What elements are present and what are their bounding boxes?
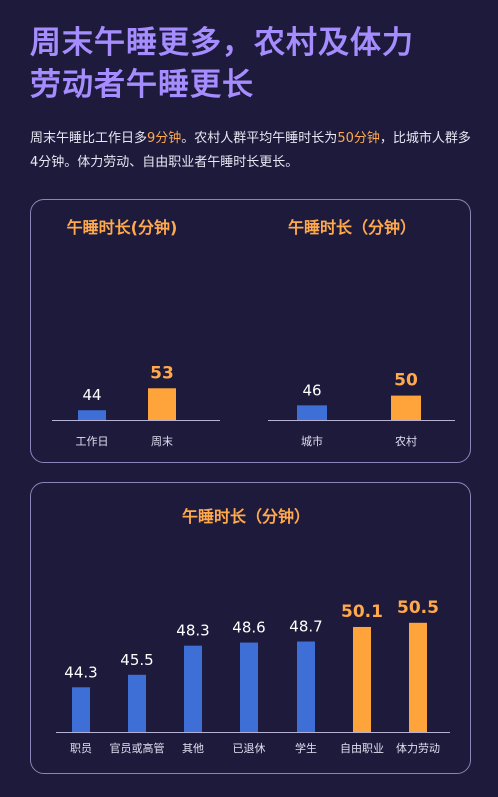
chart-title-0: 午睡时长(分钟) — [67, 218, 178, 237]
tick-label-2-1: 官员或高管 — [110, 741, 165, 755]
data-label-1-0: 46 — [302, 381, 321, 399]
bar-2-4 — [297, 641, 315, 732]
occupation-chart-panel — [30, 482, 471, 774]
tick-label-2-0: 职员 — [70, 742, 92, 755]
data-label-2-2: 48.3 — [176, 622, 209, 640]
chart-title-2: 午睡时长（分钟） — [182, 507, 310, 526]
desc-part-1: 周末午睡比工作日多 — [30, 131, 148, 146]
tick-label-1-0: 城市 — [301, 434, 323, 448]
bar-2-1 — [128, 674, 146, 732]
top-charts-panel — [30, 199, 471, 463]
description: 周末午睡比工作日多9分钟。农村人群平均午睡时长为50分钟，比城市人群多4分钟。体… — [30, 127, 475, 175]
bar-2-3 — [240, 642, 258, 732]
data-label-2-4: 48.7 — [289, 618, 322, 636]
data-label-0-1: 53 — [150, 363, 174, 383]
tick-label-1-1: 农村 — [395, 434, 417, 448]
title-line-1: 周末午睡更多，农村及体力 — [30, 25, 414, 61]
tick-label-2-2: 其他 — [182, 742, 204, 755]
data-label-2-1: 45.5 — [120, 651, 153, 669]
desc-part-2: 。农村人群平均午睡时长为 — [181, 131, 338, 146]
bar-1-0 — [297, 405, 327, 420]
desc-value-1: 9分钟 — [147, 131, 182, 146]
tick-label-0-0: 工作日 — [76, 435, 109, 448]
page-title: 周末午睡更多，农村及体力 劳动者午睡更长 — [30, 22, 470, 106]
bar-0-1 — [148, 388, 176, 420]
bar-1-1 — [391, 395, 421, 420]
bar-2-2 — [184, 645, 202, 732]
title-line-2: 劳动者午睡更长 — [30, 67, 254, 103]
data-label-2-5: 50.1 — [341, 602, 383, 622]
desc-part-3: ，比城市人群多4分钟。体力劳动、自由职业者午睡时长更长。 — [30, 131, 471, 170]
tick-label-2-3: 已退休 — [233, 742, 266, 755]
data-label-2-0: 44.3 — [64, 663, 97, 681]
bar-2-0 — [72, 687, 90, 732]
data-label-1-1: 50 — [394, 371, 418, 391]
data-label-2-3: 48.6 — [232, 619, 265, 637]
tick-label-2-4: 学生 — [295, 741, 317, 755]
bar-2-5 — [353, 626, 371, 732]
desc-value-2: 50分钟 — [337, 131, 380, 146]
bar-2-6 — [409, 622, 427, 732]
tick-label-2-5: 自由职业 — [340, 741, 384, 755]
tick-label-0-1: 周末 — [151, 434, 173, 448]
data-label-2-6: 50.5 — [397, 598, 439, 618]
data-label-0-0: 44 — [82, 386, 101, 404]
chart-title-1: 午睡时长（分钟） — [288, 218, 416, 237]
bar-0-0 — [78, 410, 106, 420]
tick-label-2-6: 体力劳动 — [396, 741, 440, 755]
